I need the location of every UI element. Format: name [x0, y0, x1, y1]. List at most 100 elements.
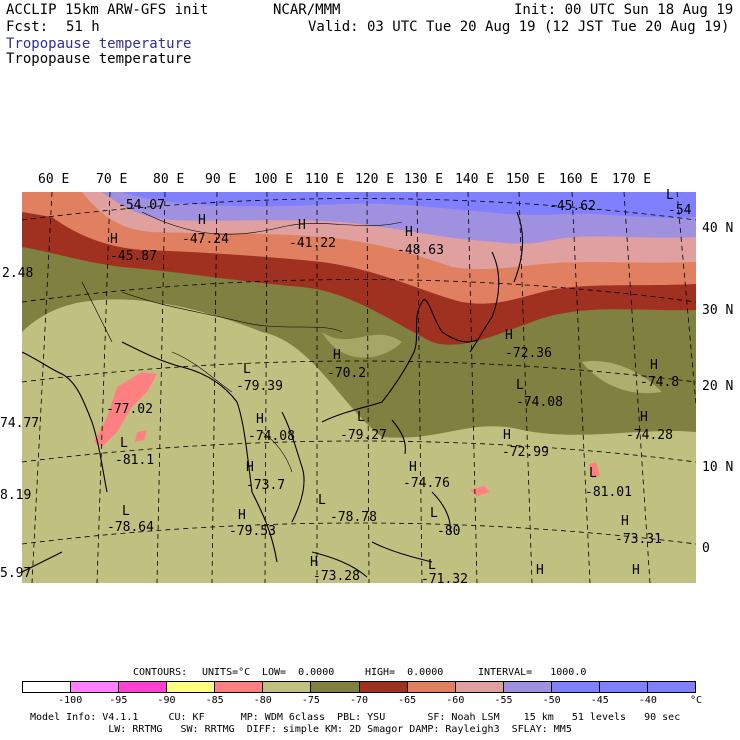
- high-label: HIGH= 0.0000: [365, 667, 444, 678]
- low-marker: L: [122, 504, 130, 519]
- value-label: -74.8: [640, 375, 680, 390]
- colorbar-tick-label: -70: [350, 695, 369, 706]
- lon-tick: 140 E: [455, 172, 495, 187]
- lon-tick: 60 E: [38, 172, 70, 187]
- value-label: -47.24: [182, 232, 229, 247]
- field-title-1: Tropopause temperature: [6, 36, 192, 52]
- low-marker: L: [516, 378, 524, 393]
- lon-tick: 90 E: [205, 172, 237, 187]
- low-marker: L: [120, 436, 128, 451]
- high-marker: H: [238, 508, 246, 523]
- lon-tick: 170 E: [612, 172, 652, 187]
- lon-tick: 150 E: [506, 172, 546, 187]
- colorbar-tick-label: -40: [638, 695, 657, 706]
- value-label: -48.63: [397, 243, 444, 258]
- colorbar-swatch: [167, 682, 216, 692]
- value-label: -77.02: [106, 402, 153, 417]
- value-label: -79.39: [236, 379, 283, 394]
- lat-tick: 10 N: [702, 460, 734, 475]
- contours-label: CONTOURS:: [133, 667, 188, 678]
- colorbar-swatch: [119, 682, 168, 692]
- value-label: 74.77: [0, 416, 40, 431]
- lat-tick: 0: [702, 541, 710, 556]
- value-label: -79.27: [340, 428, 387, 443]
- colorbar-tick-label: -80: [253, 695, 272, 706]
- lon-tick: 110 E: [305, 172, 345, 187]
- value-label: -70.2: [327, 366, 367, 381]
- low-marker: L: [430, 506, 438, 521]
- value-label: -73.28: [313, 569, 360, 584]
- value-label: -45.87: [110, 249, 157, 264]
- high-marker: H: [298, 218, 306, 233]
- value-label: -78.78: [330, 510, 377, 525]
- high-marker: H: [409, 460, 417, 475]
- field-title-2: Tropopause temperature: [6, 51, 192, 67]
- colorbar-tick-label: °C: [690, 695, 703, 706]
- low-marker: L: [428, 558, 436, 573]
- value-label: -73.31: [615, 532, 662, 547]
- lat-tick: 20 N: [702, 379, 734, 394]
- value-label: -74.08: [248, 429, 295, 444]
- high-marker: H: [503, 428, 511, 443]
- value-label: 2.48: [2, 266, 34, 281]
- value-label: -81.1: [115, 453, 155, 468]
- value-label: -74.28: [626, 428, 673, 443]
- colorbar-swatch: [263, 682, 312, 692]
- value-label: -72.99: [502, 445, 549, 460]
- lon-tick: 160 E: [559, 172, 599, 187]
- valid-time: Valid: 03 UTC Tue 20 Aug 19 (12 JST Tue …: [308, 19, 730, 35]
- low-marker: L: [589, 466, 597, 481]
- colorbar-swatch: [599, 682, 649, 692]
- colorbar-tick-label: -90: [157, 695, 176, 706]
- colorbar-swatch: [503, 682, 552, 692]
- value-label: -80: [437, 524, 461, 539]
- low-marker: L: [666, 188, 674, 203]
- colorbar-swatch: [551, 682, 600, 692]
- value-label: -73.7: [246, 478, 286, 493]
- colorbar-swatch: [71, 682, 120, 692]
- lon-tick: 120 E: [355, 172, 395, 187]
- high-marker: H: [640, 410, 648, 425]
- value-label: -74.76: [403, 476, 450, 491]
- high-marker: H: [256, 412, 264, 427]
- value-label: 5.97: [0, 566, 32, 581]
- value-label: -45.62: [549, 199, 596, 214]
- colorbar-tick-label: -95: [109, 695, 128, 706]
- organization: NCAR/MMM: [273, 2, 341, 18]
- high-marker: H: [110, 232, 118, 247]
- lat-tick: 40 N: [702, 221, 734, 236]
- colorbar-tick-label: -45: [590, 695, 609, 706]
- interval-label: INTERVAL= 1000.0: [478, 667, 587, 678]
- lon-tick: 130 E: [404, 172, 444, 187]
- low-marker: L: [243, 362, 251, 377]
- colorbar-swatch: [359, 682, 408, 692]
- high-marker: H: [333, 348, 341, 363]
- colorbar-tick-label: -75: [301, 695, 320, 706]
- high-marker: H: [310, 555, 318, 570]
- colorbar-swatch: [407, 682, 456, 692]
- value-label: -74.08: [516, 395, 563, 410]
- colorbar-swatch: [311, 682, 360, 692]
- colorbar-swatch: [215, 682, 264, 692]
- value-label: -41.22: [289, 236, 336, 251]
- value-label: 8.19: [0, 488, 32, 503]
- value-label: -81.01: [585, 485, 632, 500]
- high-marker: H: [405, 225, 413, 240]
- model-info-line2: LW: RRTMG SW: RRTMG DIFF: simple KM: 2D …: [30, 724, 572, 735]
- lat-tick: 30 N: [702, 303, 734, 318]
- tropopause-temperature-map: [22, 192, 696, 583]
- colorbar-tick-label: -65: [398, 695, 417, 706]
- high-marker: H: [198, 213, 206, 228]
- high-marker: H: [621, 514, 629, 529]
- high-marker: H: [246, 460, 254, 475]
- value-label: -78.64: [107, 520, 154, 535]
- value-label: -71.32: [421, 572, 468, 587]
- low-marker: L: [318, 493, 326, 508]
- high-marker: H: [536, 563, 544, 578]
- low-value-label: -54.07: [118, 198, 165, 213]
- model-info-line1: Model Info: V4.1.1 CU: KF MP: WDM 6class…: [30, 712, 681, 723]
- value-label: -54: [668, 203, 692, 218]
- colorbar-tick-label: -50: [542, 695, 561, 706]
- colorbar-tick-label: -60: [446, 695, 465, 706]
- lon-tick: 70 E: [96, 172, 128, 187]
